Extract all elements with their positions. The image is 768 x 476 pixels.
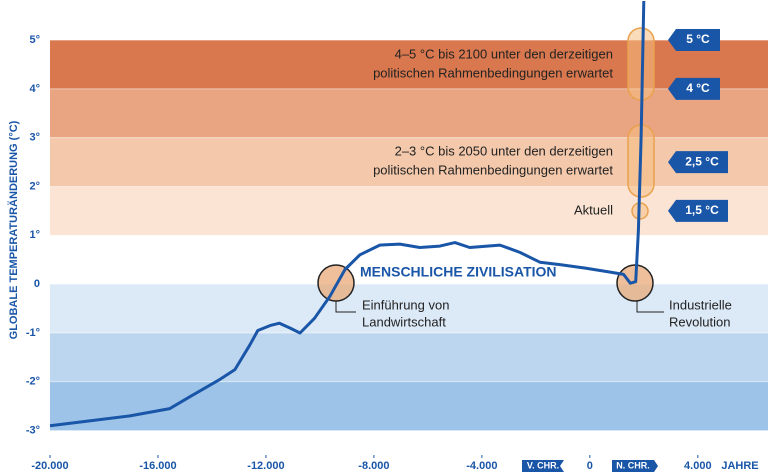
leader-line [636, 301, 664, 313]
annotation: politischen Rahmenbedingungen erwartet [373, 162, 613, 177]
marker-label: 2,5 °C [685, 154, 719, 168]
y-tick-label: -3° [26, 424, 40, 436]
annotation: MENSCHLICHE ZIVILISATION [360, 264, 557, 280]
x-tick-label: -20.000 [31, 460, 68, 472]
marker-badge [668, 77, 720, 100]
era-badge [612, 460, 658, 472]
temperature-line [49, 0, 646, 428]
x-tick-label: -4.000 [466, 460, 497, 472]
marker-badge [668, 151, 728, 174]
x-tick-label: -8.000 [358, 460, 389, 472]
annotations: 4–5 °C bis 2100 unter den derzeitigen po… [360, 46, 732, 329]
annotation: Aktuell [574, 202, 613, 217]
band [50, 186, 768, 236]
band [50, 381, 768, 431]
x-axis-label: JAHRE [721, 460, 758, 472]
y-tick-label: 0 [34, 278, 40, 290]
x-tick-label: 4.000 [684, 460, 712, 472]
era-badge [522, 460, 564, 472]
marker-label: 1,5 °C [685, 203, 719, 217]
annotation: 2–3 °C bis 2050 unter den derzeitigen [395, 143, 613, 158]
marker-badge [668, 29, 720, 52]
annotation: Revolution [669, 314, 730, 329]
x-tick-label: -16.000 [139, 460, 176, 472]
era-label: V. CHR. [527, 460, 559, 470]
annotation: Industrielle [669, 297, 732, 312]
era-label: N. CHR. [616, 460, 650, 470]
marker-badge [668, 199, 728, 222]
annotation: 4–5 °C bis 2100 unter den derzeitigen [395, 46, 613, 61]
annotation: Landwirtschaft [362, 314, 446, 329]
leader-line [335, 301, 356, 313]
y-tick-label: 2° [29, 180, 40, 192]
annotation: Einführung von [362, 297, 449, 312]
era-badges: V. CHR. N. CHR. [522, 460, 658, 472]
annotation: politischen Rahmenbedingungen erwartet [373, 65, 613, 80]
y-tick-label: -1° [26, 327, 40, 339]
highlights [317, 27, 664, 313]
y-tick-label: 4° [29, 83, 40, 95]
y-tick-label: 1° [29, 229, 40, 241]
y-tick-label: 3° [29, 132, 40, 144]
x-tick-label: -12.000 [247, 460, 284, 472]
y-tick-label: -2° [26, 376, 40, 388]
marker-label: 4 °C [686, 81, 710, 95]
line-layer [49, 0, 646, 428]
marker-label: 5 °C [686, 32, 710, 46]
y-axis-label: GLOBALE TEMPERATURÄNDERUNG (°C) [7, 120, 20, 339]
band [50, 88, 768, 138]
y-tick-label: 5° [29, 34, 40, 46]
x-tick-label: 0 [587, 460, 593, 472]
band [50, 332, 768, 382]
